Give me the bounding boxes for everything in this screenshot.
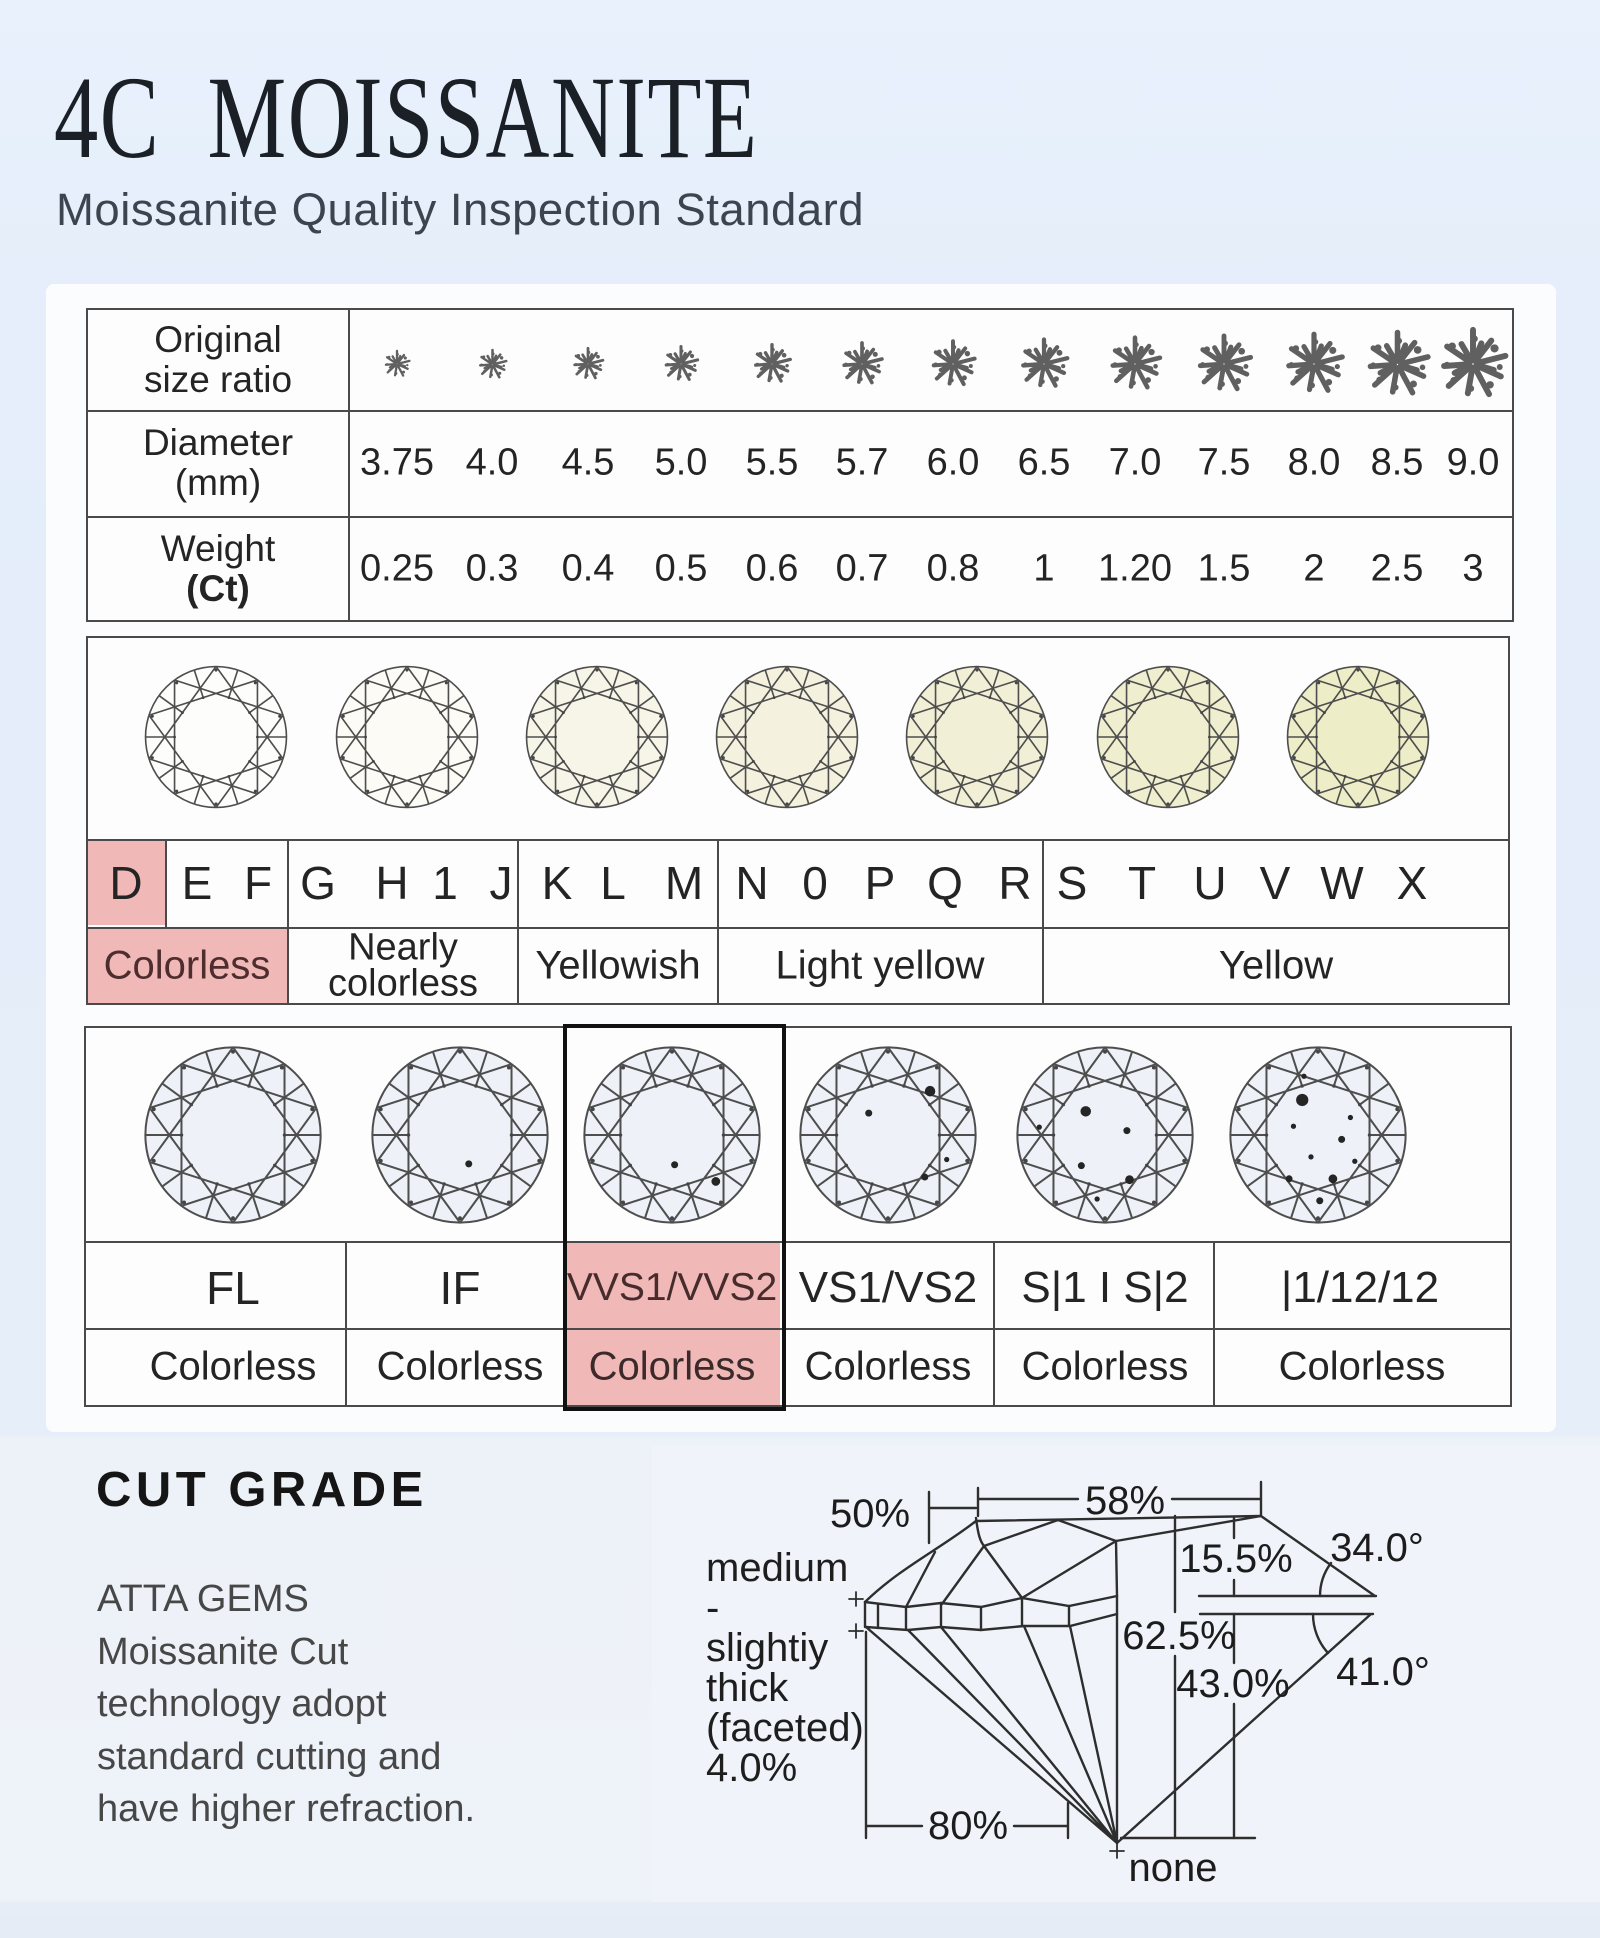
svg-text:50%: 50% [830,1492,910,1536]
svg-text:58%: 58% [1085,1479,1165,1523]
svg-text:43.0%: 43.0% [1176,1662,1289,1706]
svg-text:34.0°: 34.0° [1330,1526,1424,1570]
svg-text:80%: 80% [928,1804,1008,1848]
svg-text:none: none [1129,1846,1218,1890]
svg-text:62.5%: 62.5% [1122,1614,1235,1658]
svg-text:15.5%: 15.5% [1179,1537,1292,1581]
svg-text:41.0°: 41.0° [1336,1650,1430,1694]
